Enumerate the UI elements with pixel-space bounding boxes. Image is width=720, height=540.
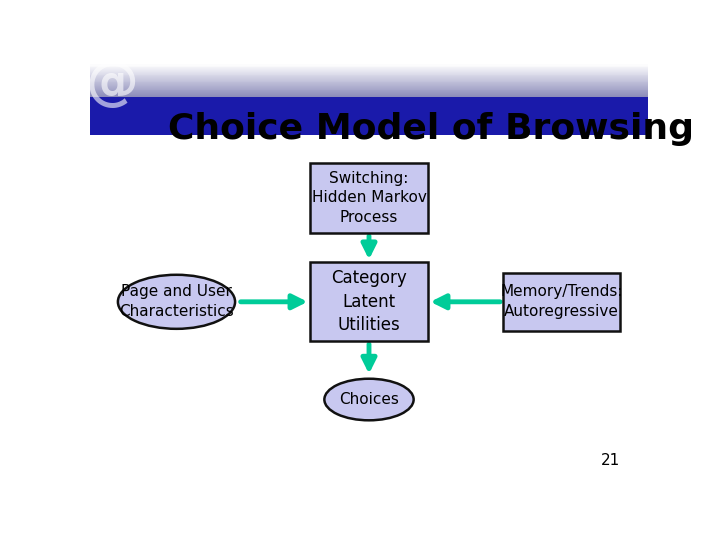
Bar <box>90 78 648 79</box>
Bar <box>90 93 648 94</box>
Text: Switching:
Hidden Markov
Process: Switching: Hidden Markov Process <box>312 171 426 225</box>
Bar <box>90 85 648 87</box>
Bar <box>90 98 648 99</box>
Bar <box>90 109 648 110</box>
Bar <box>90 78 648 80</box>
Bar <box>90 103 648 104</box>
Bar <box>90 106 648 107</box>
Bar <box>90 88 648 90</box>
Bar <box>90 95 648 97</box>
Bar <box>90 82 648 83</box>
Bar <box>90 123 648 124</box>
Ellipse shape <box>118 275 235 329</box>
Bar <box>90 107 648 108</box>
Bar <box>90 110 648 112</box>
Bar <box>90 132 648 134</box>
Text: Choices: Choices <box>339 392 399 407</box>
Bar <box>90 77 648 78</box>
Bar <box>90 100 648 102</box>
Bar <box>90 130 648 131</box>
Bar <box>90 124 648 126</box>
FancyBboxPatch shape <box>310 262 428 341</box>
Text: Category
Latent
Utilities: Category Latent Utilities <box>331 269 407 334</box>
Bar <box>90 133 648 134</box>
Text: Choice Model of Browsing: Choice Model of Browsing <box>168 112 694 146</box>
Bar <box>90 73 648 75</box>
Bar <box>90 69 648 70</box>
Bar <box>90 111 648 112</box>
Bar <box>90 93 648 95</box>
FancyBboxPatch shape <box>310 163 428 233</box>
Bar <box>90 116 648 117</box>
Bar <box>90 76 648 77</box>
Bar <box>90 91 648 92</box>
Bar <box>90 128 648 129</box>
Bar <box>90 70 648 71</box>
Bar <box>90 64 648 66</box>
Bar <box>90 96 648 98</box>
Bar <box>90 118 648 119</box>
Bar <box>90 83 648 84</box>
Bar <box>90 100 648 101</box>
Bar <box>90 104 648 105</box>
Bar <box>90 102 648 103</box>
Bar <box>90 84 648 85</box>
Bar <box>90 126 648 127</box>
Bar <box>90 92 648 93</box>
Bar <box>90 80 648 82</box>
Text: 21: 21 <box>601 453 620 468</box>
Bar <box>90 85 648 86</box>
Bar <box>90 86 648 88</box>
Bar <box>90 107 648 109</box>
Text: Page and User
Characteristics: Page and User Characteristics <box>119 285 234 319</box>
Bar <box>90 67 648 69</box>
Bar <box>90 124 648 125</box>
Text: @: @ <box>86 58 139 110</box>
Bar <box>90 94 648 96</box>
Bar <box>90 97 648 136</box>
Bar <box>90 132 648 133</box>
Bar <box>90 119 648 120</box>
Bar <box>90 114 648 115</box>
Bar <box>90 103 648 105</box>
Bar <box>90 110 648 111</box>
Bar <box>90 122 648 123</box>
Bar <box>90 75 648 76</box>
Bar <box>90 97 648 98</box>
Bar <box>90 72 648 73</box>
Bar <box>90 129 648 130</box>
Bar <box>90 125 648 127</box>
Bar <box>90 105 648 106</box>
Bar <box>90 89 648 90</box>
Bar <box>90 121 648 122</box>
Bar <box>90 65 648 66</box>
Bar <box>90 90 648 91</box>
Bar <box>90 113 648 114</box>
Bar <box>90 68 648 69</box>
Bar <box>90 71 648 73</box>
Bar <box>90 99 648 100</box>
Bar <box>90 81 648 83</box>
Bar <box>90 112 648 113</box>
Bar <box>90 79 648 80</box>
Bar <box>90 117 648 118</box>
Bar <box>90 117 648 119</box>
Bar <box>90 66 648 68</box>
Bar <box>90 127 648 129</box>
Bar <box>90 114 648 116</box>
Bar <box>90 120 648 122</box>
Bar <box>90 71 648 72</box>
FancyBboxPatch shape <box>503 273 620 331</box>
Bar <box>90 74 648 76</box>
Bar <box>90 134 648 136</box>
Text: Memory/Trends:
Autoregressive: Memory/Trends: Autoregressive <box>500 285 623 319</box>
Bar <box>90 131 648 132</box>
Bar <box>90 87 648 89</box>
Ellipse shape <box>324 379 413 420</box>
